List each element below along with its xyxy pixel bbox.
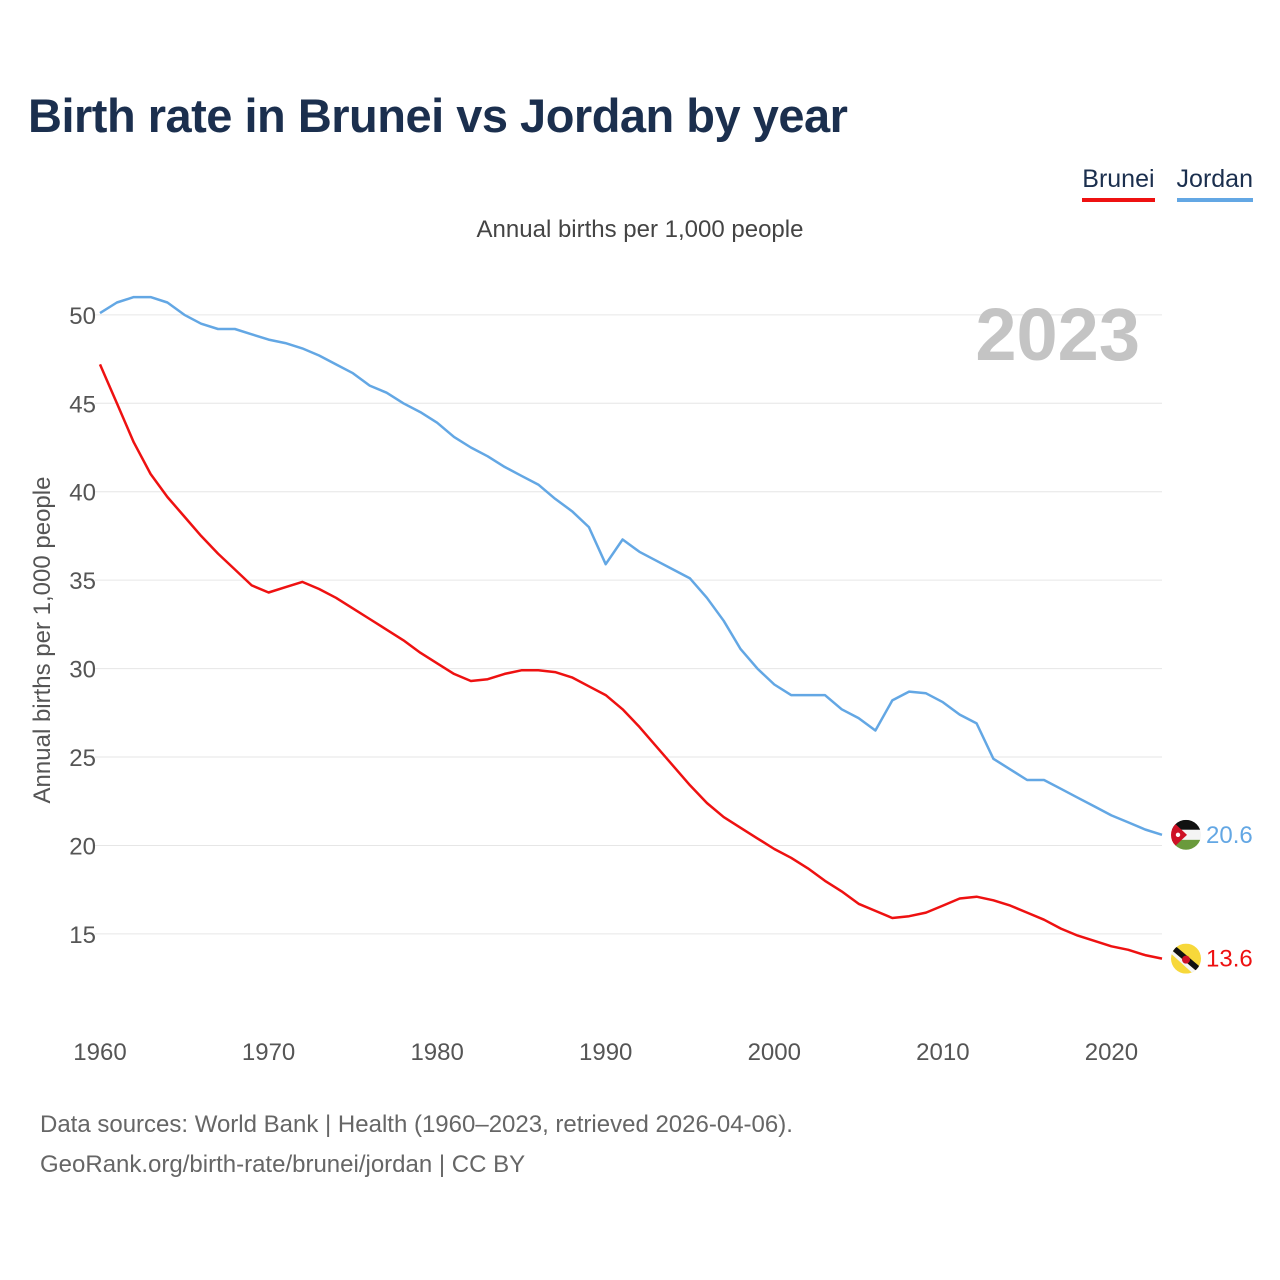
- y-tick-label: 35: [69, 568, 96, 595]
- grid-lines: [95, 314, 1162, 935]
- x-tick-label: 1970: [242, 1039, 295, 1066]
- x-tick-label: 2020: [1085, 1039, 1138, 1066]
- flag-jordan-icon: [1171, 819, 1201, 850]
- chart-title: Birth rate in Brunei vs Jordan by year: [28, 89, 848, 142]
- x-tick-label: 1960: [73, 1039, 126, 1066]
- y-tick-label: 15: [69, 922, 96, 949]
- series-line-brunei[interactable]: [98, 363, 1163, 960]
- legend: Brunei Jordan: [1082, 165, 1253, 202]
- x-tick-label: 1990: [579, 1039, 632, 1066]
- y-tick-label: 40: [69, 480, 96, 507]
- y-axis-label: Annual births per 1,000 people: [29, 477, 56, 804]
- x-tick-label: 2000: [748, 1039, 801, 1066]
- x-tick-label: 1980: [410, 1039, 463, 1066]
- year-watermark: 2023: [975, 293, 1140, 376]
- chart-subtitle: Annual births per 1,000 people: [476, 216, 804, 243]
- footer-attribution[interactable]: GeoRank.org/birth-rate/brunei/jordan | C…: [40, 1151, 526, 1178]
- y-tick-label: 45: [69, 391, 96, 418]
- series-lines: [98, 295, 1163, 960]
- y-axis-ticks: 15 20 25 30 35 40 45 50: [69, 303, 96, 949]
- end-value-label-jordan: 20.6: [1206, 822, 1253, 849]
- x-tick-label: 2010: [916, 1039, 969, 1066]
- footer: Data sources: World Bank | Health (1960–…: [40, 1105, 793, 1185]
- y-tick-label: 50: [69, 303, 96, 330]
- y-tick-label: 20: [69, 833, 96, 860]
- flag-brunei-icon: [1171, 943, 1201, 974]
- y-tick-label: 25: [69, 745, 96, 772]
- legend-item-jordan[interactable]: Jordan: [1176, 165, 1253, 202]
- x-axis-ticks: 1960 1970 1980 1990 2000 2010 2020: [73, 1039, 1138, 1066]
- footer-sources: Data sources: World Bank | Health (1960–…: [40, 1111, 793, 1138]
- legend-item-brunei[interactable]: Brunei: [1082, 165, 1155, 202]
- end-markers: 13.6 20.6: [1171, 819, 1253, 974]
- y-tick-label: 30: [69, 657, 96, 684]
- series-line-jordan[interactable]: [99, 295, 1163, 836]
- end-value-label-brunei: 13.6: [1206, 946, 1253, 973]
